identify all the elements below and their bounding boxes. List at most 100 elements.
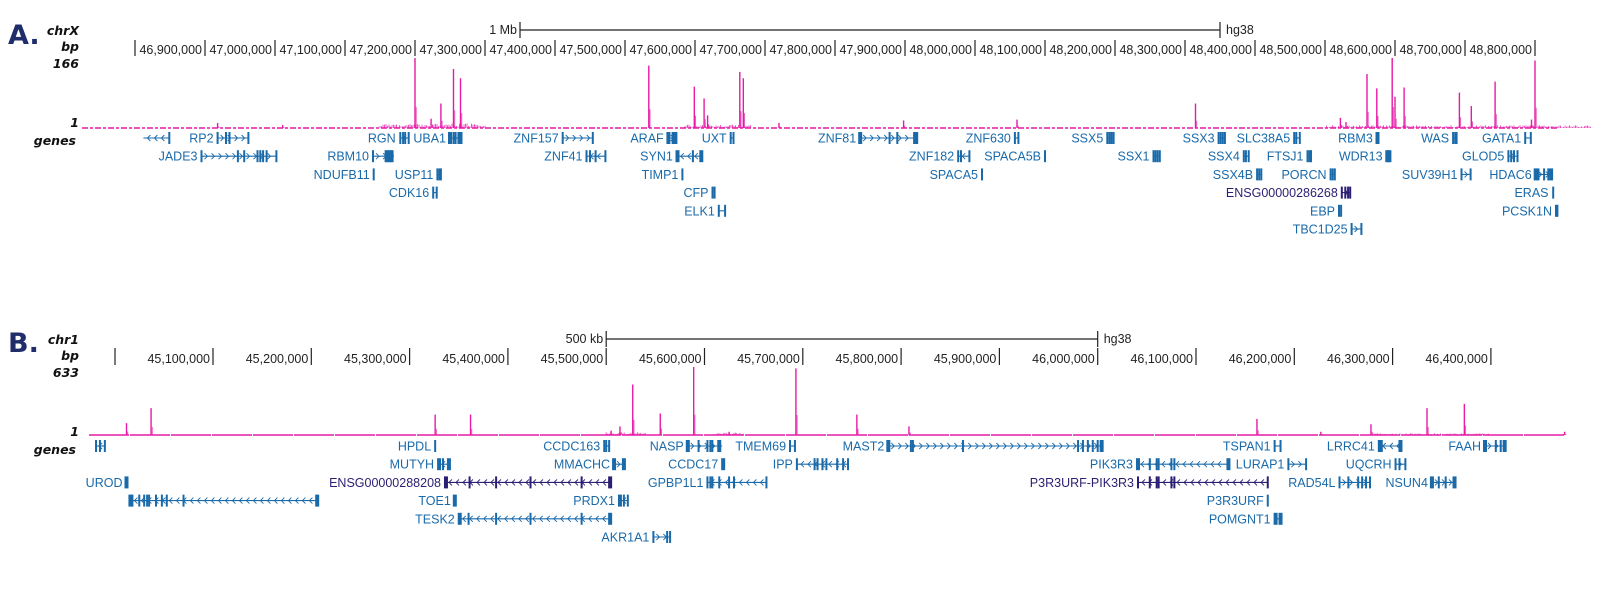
gene-model bbox=[143, 132, 171, 144]
exon-block bbox=[1242, 150, 1245, 163]
exon-block bbox=[402, 132, 405, 144]
exon-block bbox=[1226, 458, 1231, 471]
exon-block bbox=[765, 476, 768, 489]
gene-model: GLOD5 bbox=[1462, 150, 1519, 164]
exon-block bbox=[825, 458, 828, 471]
exon-block bbox=[711, 440, 714, 452]
exon-block bbox=[495, 476, 498, 489]
gene-label: SPACA5 bbox=[930, 168, 978, 182]
ruler-b: 45,100,000 45,200,000 45,300,000 45,400,000… bbox=[114, 348, 1492, 366]
strand-arrow-right-icon bbox=[565, 134, 570, 142]
exon-block bbox=[1266, 494, 1269, 507]
exon-block bbox=[103, 440, 106, 452]
exon-block bbox=[1217, 132, 1220, 144]
exon-block bbox=[671, 132, 674, 144]
exon-block bbox=[168, 132, 171, 144]
exon-block bbox=[1537, 168, 1540, 181]
exon-block bbox=[608, 512, 613, 525]
exon-block bbox=[228, 132, 231, 144]
strand-arrow-left-icon bbox=[511, 515, 516, 523]
strand-arrow-right-icon bbox=[954, 442, 958, 450]
gene-model: ERAS bbox=[1514, 186, 1555, 200]
gene-model: RBM10 bbox=[327, 150, 394, 164]
exon-block bbox=[315, 494, 320, 507]
exon-block bbox=[1347, 186, 1350, 199]
gene-model: RAD54L bbox=[1288, 476, 1371, 490]
exon-block bbox=[1349, 186, 1352, 199]
strand-arrow-left-icon bbox=[745, 479, 750, 486]
gene-label: SYN1 bbox=[640, 150, 673, 164]
gene-model: GPBP1L1 bbox=[648, 476, 768, 490]
strand-arrow-right-icon bbox=[1349, 479, 1354, 486]
gene-label: CCDC17 bbox=[668, 458, 718, 472]
strand-arrow-left-icon bbox=[259, 497, 264, 504]
strand-arrow-left-icon bbox=[1162, 479, 1167, 486]
strand-arrow-left-icon bbox=[1161, 460, 1166, 468]
exon-block bbox=[1494, 440, 1497, 452]
strand-arrow-left-icon bbox=[1211, 479, 1216, 486]
exon-block bbox=[452, 132, 455, 144]
gene-label: TBC1D25 bbox=[1293, 223, 1348, 237]
exon-block bbox=[468, 476, 471, 489]
exon-block bbox=[1533, 168, 1538, 181]
strand-arrow-left-icon bbox=[1260, 479, 1265, 486]
gene-label: SUV39H1 bbox=[1402, 168, 1458, 182]
gene-model: NDUFB11 bbox=[314, 168, 375, 182]
gene-label: RAD54L bbox=[1288, 476, 1335, 490]
exon-block bbox=[1148, 476, 1151, 489]
exon-block bbox=[1173, 458, 1176, 471]
gene-label: TIMP1 bbox=[642, 168, 679, 182]
exon-block bbox=[399, 132, 402, 144]
gene-model: WAS bbox=[1421, 132, 1458, 146]
exon-block bbox=[816, 458, 819, 471]
exon-block bbox=[225, 132, 227, 144]
exon-block bbox=[1266, 476, 1269, 489]
exon-block bbox=[1293, 132, 1296, 144]
strand-arrow-left-icon bbox=[1204, 479, 1209, 486]
strand-arrow-left-icon bbox=[1176, 479, 1181, 486]
gene-label: SSX4 bbox=[1208, 150, 1240, 164]
strand-arrow-left-icon bbox=[1246, 479, 1251, 486]
gene-label: ZNF630 bbox=[966, 132, 1011, 146]
exon-block bbox=[1278, 512, 1283, 525]
exon-block bbox=[457, 512, 462, 525]
strand-arrow-right-icon bbox=[1342, 479, 1347, 486]
ruler-a: 46,900,000 47,000,000 47,100,000 47,200,000… bbox=[134, 40, 1536, 57]
gene-model: MMACHC bbox=[554, 458, 626, 472]
gene-model bbox=[95, 440, 106, 452]
gene-label: LRRC41 bbox=[1327, 440, 1375, 454]
exon-block bbox=[275, 150, 278, 163]
ruler-tick-label: 45,600,000 bbox=[639, 352, 702, 366]
gene-model: UXT bbox=[702, 132, 735, 146]
gene-model: RGN bbox=[368, 132, 410, 146]
exon-block bbox=[669, 531, 672, 543]
exon-block bbox=[1137, 476, 1140, 489]
strand-arrow-left-icon bbox=[210, 497, 215, 504]
gene-label: NSUN4 bbox=[1386, 476, 1428, 490]
strand-arrow-left-icon bbox=[1389, 442, 1394, 450]
gene-model: HPDL bbox=[398, 440, 437, 454]
exon-block bbox=[387, 150, 390, 163]
strand-arrow-left-icon bbox=[462, 479, 467, 486]
bp-label-b: bp bbox=[61, 348, 79, 363]
exon-block bbox=[709, 440, 712, 452]
strand-arrow-right-icon bbox=[1038, 442, 1042, 450]
strand-arrow-left-icon bbox=[518, 515, 523, 523]
strand-arrow-right-icon bbox=[862, 134, 867, 142]
gene-label: UBA1 bbox=[413, 132, 446, 146]
exon-block bbox=[165, 494, 168, 507]
exon-block bbox=[1394, 458, 1397, 471]
gene-model: ZNF182 bbox=[909, 150, 971, 164]
exon-block bbox=[709, 476, 712, 489]
strand-arrow-left-icon bbox=[1182, 460, 1187, 468]
exon-block bbox=[1365, 476, 1368, 489]
exon-block bbox=[372, 150, 374, 163]
gene-label: ZNF81 bbox=[818, 132, 856, 146]
strand-arrow-right-icon bbox=[225, 152, 230, 160]
gene-label: NASP bbox=[650, 440, 684, 454]
strand-arrow-left-icon bbox=[800, 460, 805, 468]
exon-block bbox=[888, 132, 891, 144]
assembly-label-a: hg38 bbox=[1226, 23, 1254, 37]
strand-arrow-left-icon bbox=[539, 479, 544, 486]
exon-block bbox=[1375, 132, 1380, 144]
